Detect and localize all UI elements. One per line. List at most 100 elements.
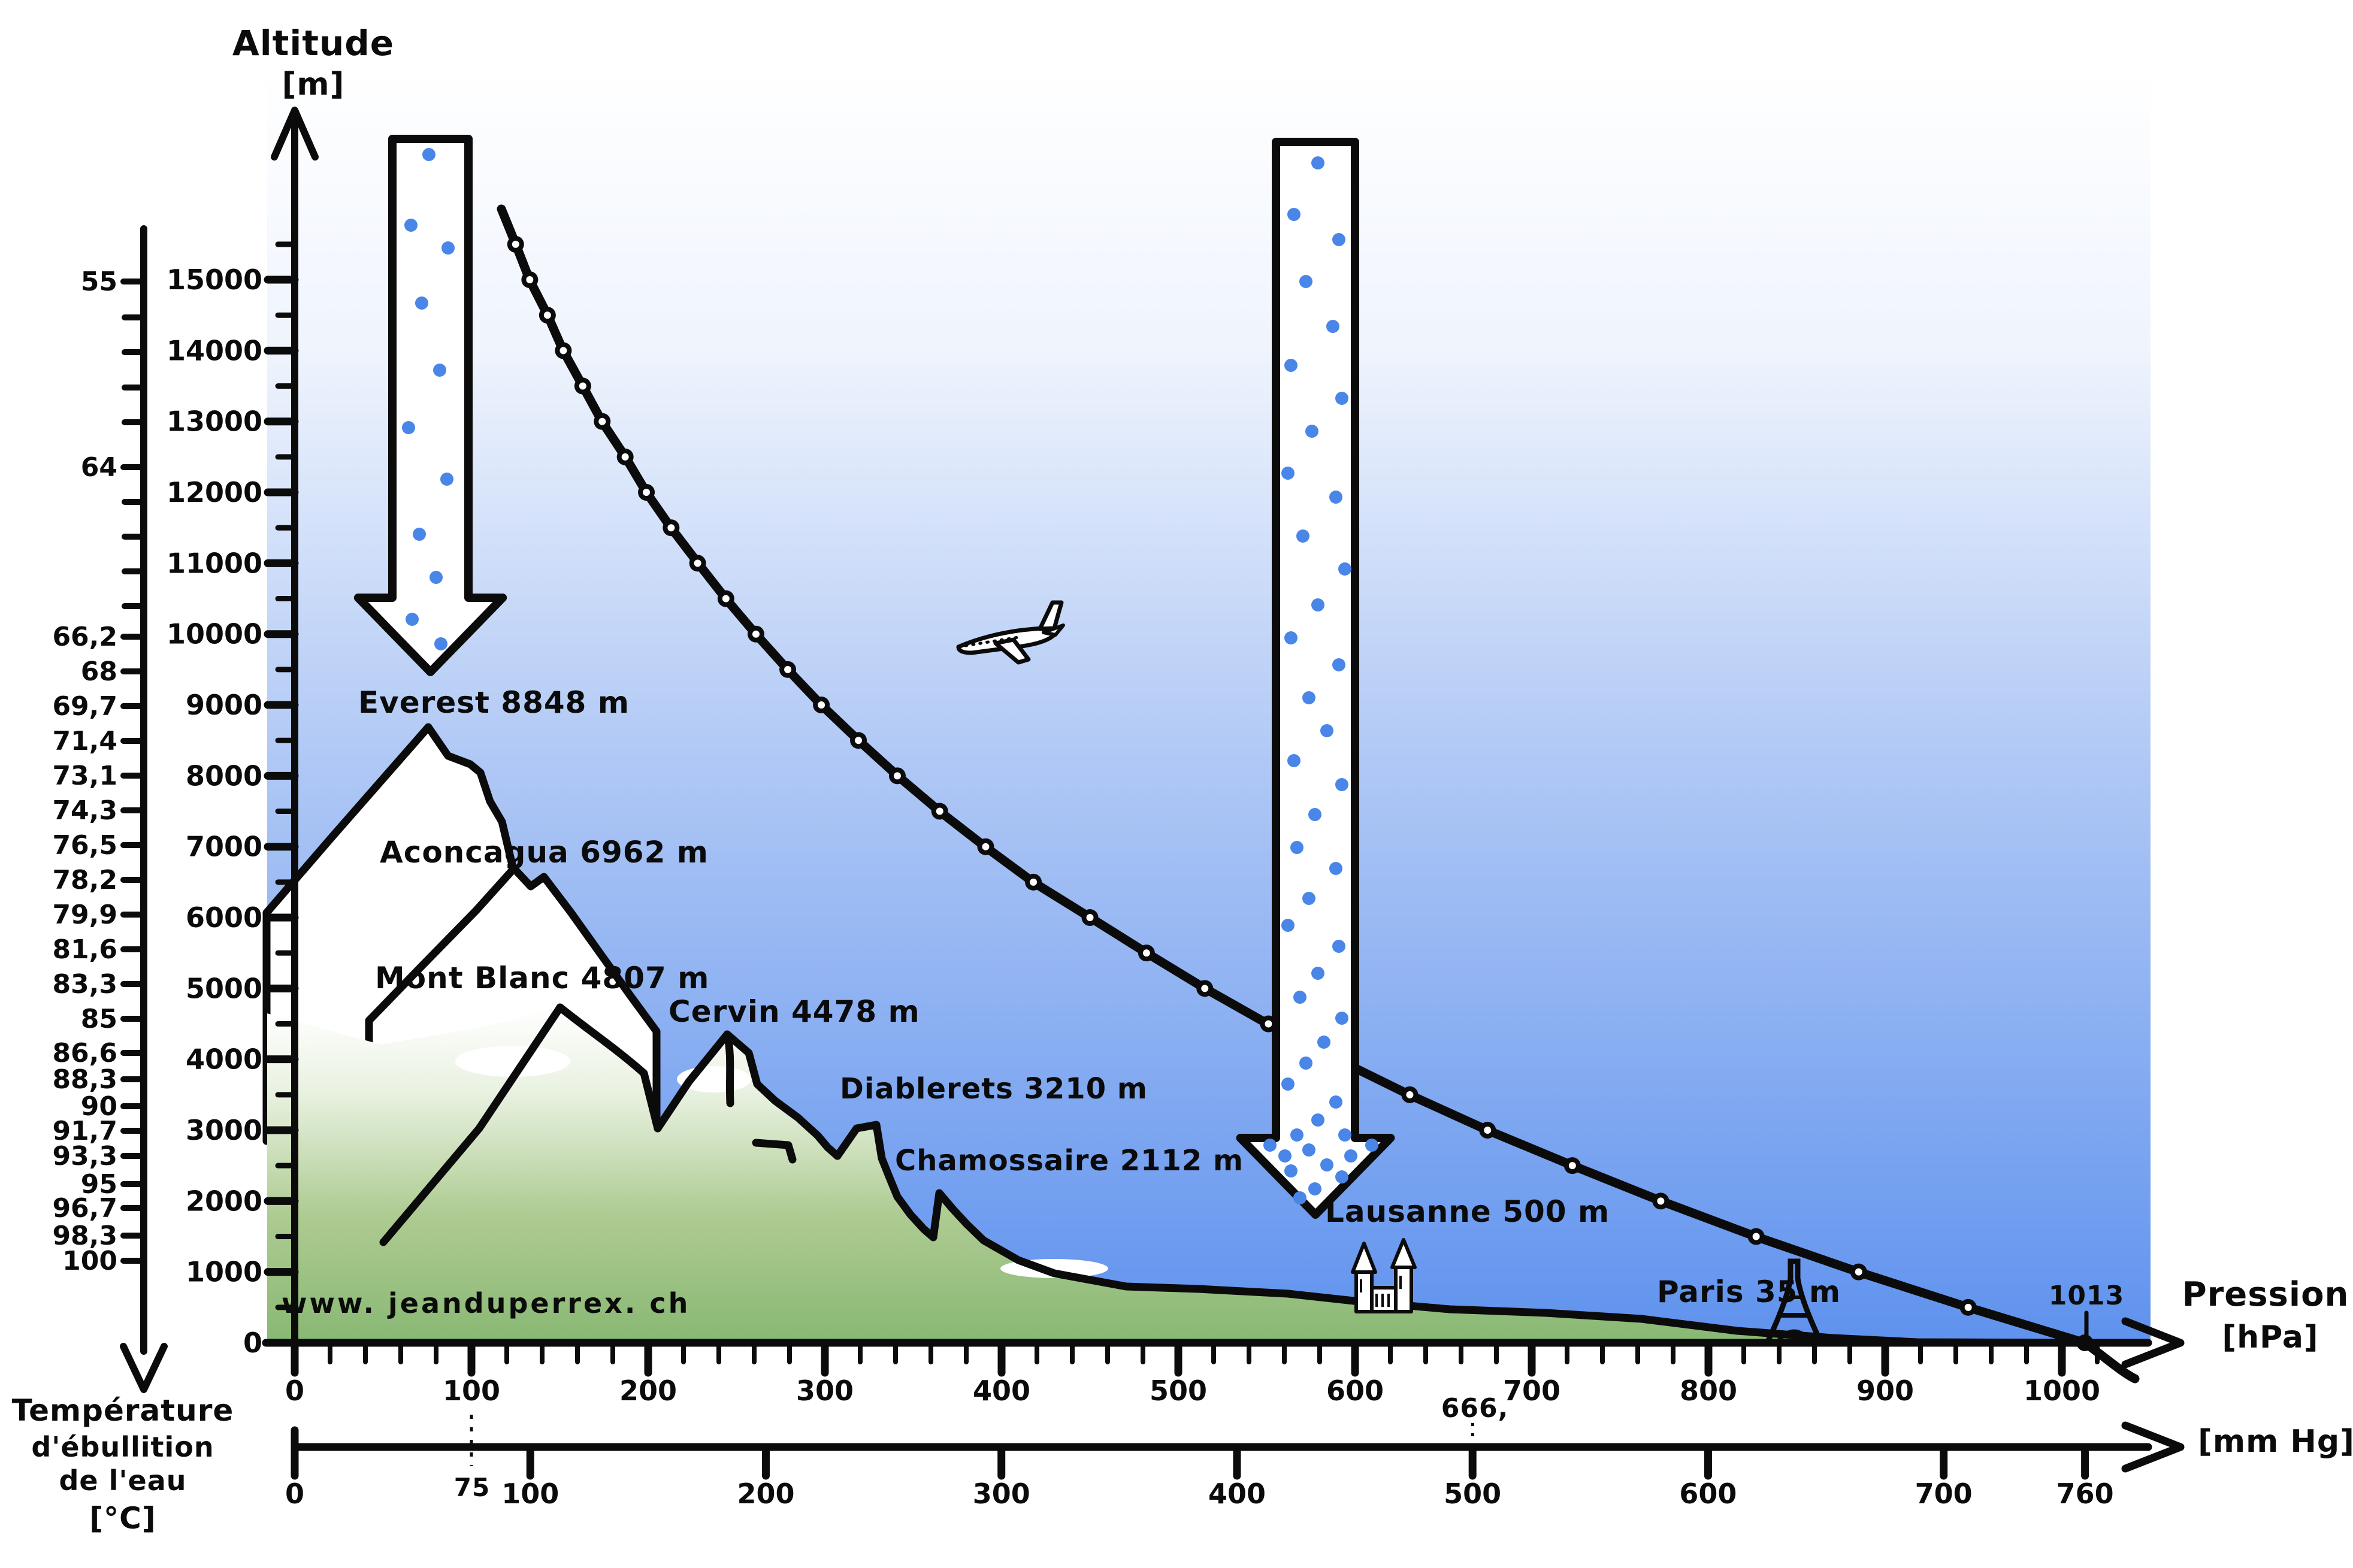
boiling-tick-label: 93,3 (52, 1141, 117, 1172)
air-molecule-dot (434, 637, 447, 650)
altitude-tick-label: 6000 (186, 901, 262, 934)
curve-point-inner (936, 807, 943, 815)
boiling-tick-label: 95 (81, 1169, 117, 1200)
boiling-tick-label: 74,3 (52, 795, 117, 826)
air-molecule-dot (1302, 691, 1315, 704)
air-molecule-dot (1308, 1182, 1321, 1195)
air-molecule-dot (1329, 1095, 1342, 1109)
boiling-tick-label: 81,6 (52, 934, 117, 965)
curve-point-inner (598, 417, 606, 425)
mmhg-tick-label: 400 (1208, 1478, 1266, 1510)
air-molecule-dot (1263, 1139, 1277, 1152)
mmhg-tick-label: 500 (1444, 1478, 1501, 1510)
label-paris: Paris 35 m (1657, 1275, 1841, 1309)
air-molecule-dot (441, 241, 455, 255)
mmhg-tick-label: 200 (737, 1478, 794, 1510)
air-molecule-dot (430, 571, 443, 584)
curve-point-inner (1568, 1162, 1576, 1170)
altitude-tick-label: 7000 (186, 831, 262, 863)
curve-point-inner (1030, 878, 1038, 886)
mmhg-tick-label: 0 (285, 1478, 304, 1510)
curve-point-inner (1855, 1268, 1862, 1276)
hpa-tick-label: 1000 (2024, 1375, 2100, 1407)
air-molecule-dot (1335, 778, 1348, 791)
curve-point-inner (893, 772, 901, 780)
boiling-axis-title-1: Température (12, 1393, 234, 1428)
air-molecule-dot (1284, 1164, 1298, 1177)
air-molecule-dot (1332, 658, 1345, 671)
boiling-axis-title-2: d'ébullition (31, 1431, 214, 1463)
air-molecule-dot (1296, 529, 1309, 543)
air-molecule-dot (1335, 392, 1348, 405)
boiling-axis-arrowhead (120, 1343, 168, 1393)
air-molecule-dot (1317, 1036, 1330, 1049)
label-everest: Everest 8848 m (358, 685, 630, 720)
air-molecule-dot (1338, 1128, 1351, 1142)
hpa-tick-label: 600 (1326, 1375, 1384, 1407)
label-diablerets: Diablerets 3210 m (840, 1072, 1148, 1106)
mmhg-tick-label: 700 (1915, 1478, 1973, 1510)
curve-point-inner (855, 737, 863, 744)
air-molecule-dot (1284, 359, 1298, 372)
boiling-axis-title-3: de l'eau (59, 1464, 187, 1497)
air-molecule-dot (1326, 320, 1339, 333)
boiling-tick-label: 88,3 (52, 1064, 117, 1095)
air-molecule-dot (1287, 208, 1300, 221)
altitude-tick-label: 15000 (167, 264, 262, 296)
air-molecule-dot (1329, 491, 1342, 504)
curve-point-inner (643, 489, 651, 497)
boiling-tick-label: 55 (81, 267, 117, 297)
altitude-tick-label: 3000 (186, 1114, 262, 1146)
curve-point-inner (1406, 1091, 1414, 1098)
boiling-tick-label: 100 (62, 1246, 117, 1276)
air-molecule-dot (404, 219, 418, 232)
air-molecule-dot (1293, 1191, 1306, 1204)
boiling-tick-label: 69,7 (52, 691, 117, 722)
curve-point-inner (543, 311, 551, 319)
mmhg-tick-label: 100 (501, 1478, 559, 1510)
air-molecule-dot (415, 296, 428, 310)
boiling-tick-label: 86,6 (52, 1038, 117, 1068)
curve-point-inner (579, 382, 586, 390)
air-molecule-dot (1281, 1077, 1295, 1091)
air-molecule-dot (1305, 425, 1318, 438)
air-molecule-dot (1320, 1158, 1333, 1172)
air-molecule-dot (1287, 754, 1300, 767)
altitude-tick-label: 2000 (186, 1185, 262, 1217)
altitude-tick-label: 8000 (186, 759, 262, 792)
altitude-tick-label: 1000 (186, 1256, 262, 1288)
curve-point-inner (1657, 1197, 1665, 1205)
air-molecule-dot (402, 421, 415, 434)
eiffel-tower-icon (1764, 1258, 1824, 1346)
boiling-tick-label: 91,7 (52, 1116, 117, 1146)
curve-point-inner (1265, 1020, 1272, 1028)
altitude-axis-arrowhead (271, 107, 319, 161)
air-molecule-dot (1335, 1170, 1348, 1183)
mmhg-tick-label: 600 (1679, 1478, 1737, 1510)
boiling-tick-label: 73,1 (52, 761, 117, 791)
air-molecule-dot (1311, 598, 1324, 612)
hpa-tick-label: 200 (619, 1375, 677, 1407)
boiling-tick-label: 90 (81, 1091, 117, 1122)
hpa-tick-label: 800 (1680, 1375, 1737, 1407)
altitude-tick-label: 12000 (167, 476, 262, 508)
air-molecule-dot (1332, 940, 1345, 953)
mmhg-axis-arrowhead (2121, 1421, 2185, 1473)
air-column-arrow-high (353, 135, 507, 676)
curve-point-inner (982, 843, 990, 850)
boiling-tick-label: 71,4 (52, 726, 117, 756)
boiling-tick-label: 83,3 (52, 969, 117, 1000)
air-molecule-dot (1281, 467, 1295, 480)
air-molecule-dot (1293, 991, 1306, 1004)
air-molecule-dot (1311, 156, 1324, 169)
terrain-green (267, 1007, 2151, 1343)
air-molecule-dot (1302, 892, 1315, 905)
air-molecule-dot (1284, 631, 1298, 644)
profile-mont-blanc-left (379, 1003, 564, 1246)
pressure-altitude-curve (497, 204, 2140, 1384)
altitude-tick-label: 11000 (167, 547, 262, 579)
air-molecule-dot (1290, 841, 1303, 854)
profile-cervin-right (723, 1030, 842, 1160)
hpa-tick-label: 500 (1150, 1375, 1207, 1407)
